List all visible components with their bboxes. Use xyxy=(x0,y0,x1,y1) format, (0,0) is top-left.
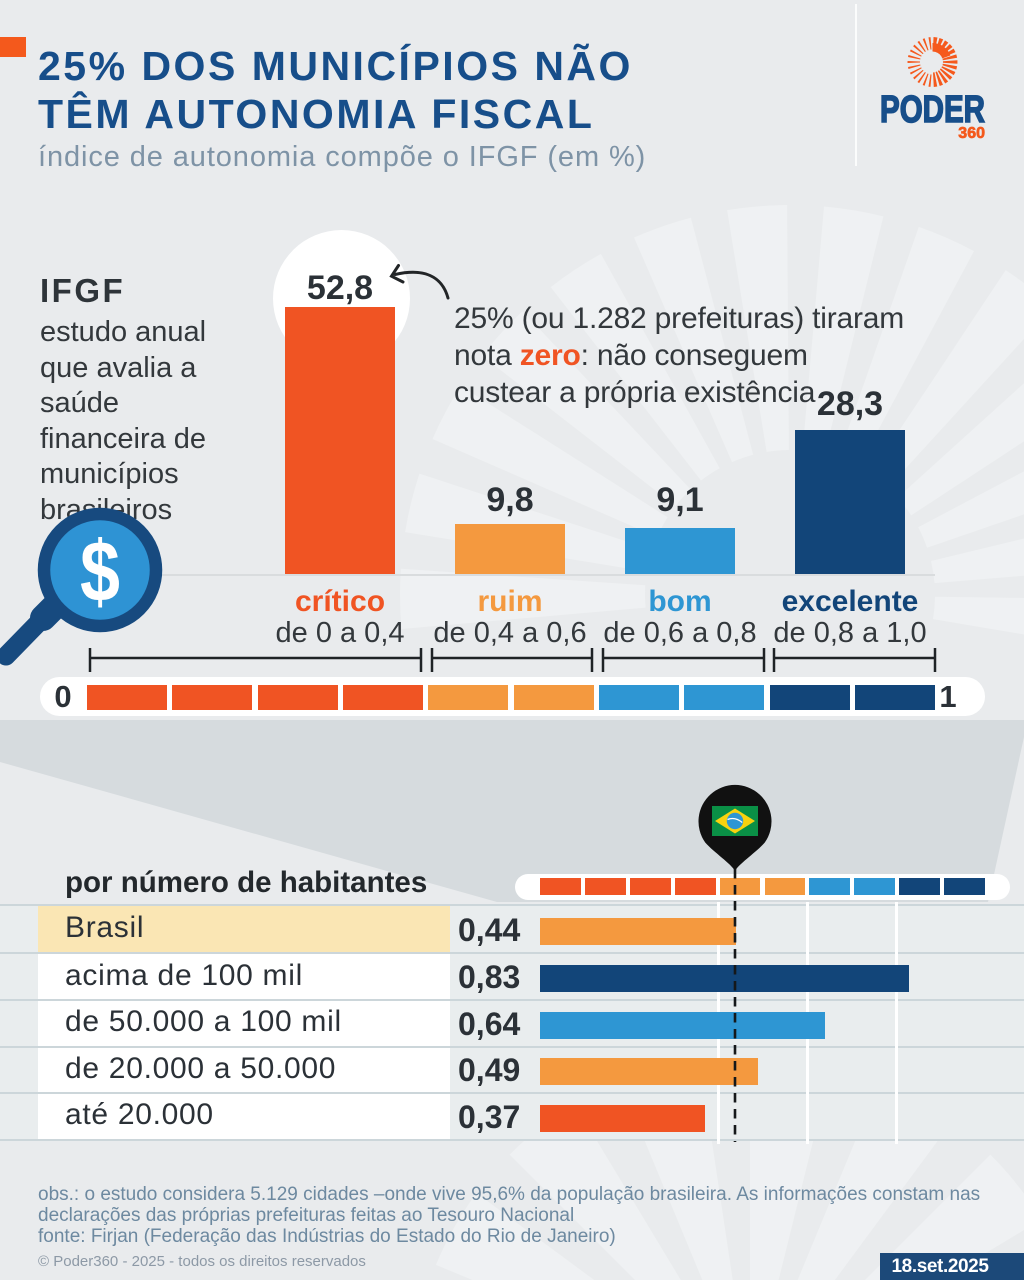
svg-text:PODER: PODER xyxy=(880,89,985,131)
svg-text:360: 360 xyxy=(958,125,985,142)
svg-text:$: $ xyxy=(80,524,120,620)
